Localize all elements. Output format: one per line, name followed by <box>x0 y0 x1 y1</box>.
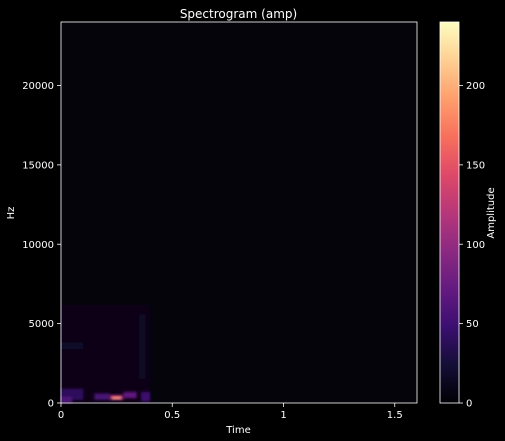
heatmap-cell <box>61 342 84 350</box>
x-tick-label: 1 <box>280 410 286 421</box>
heatmap-cell <box>61 304 150 403</box>
colorbar-tick-label: 200 <box>466 81 485 92</box>
heatmap-cell <box>61 396 73 403</box>
heatmap-cell <box>138 314 146 380</box>
heatmap-cells <box>61 304 150 403</box>
heatmap-cell <box>94 393 110 400</box>
colorbar-tick-label: 50 <box>466 319 479 330</box>
plot-frame <box>60 21 418 404</box>
heatmap-cell <box>112 396 122 400</box>
x-tick-label: 0.5 <box>164 410 180 421</box>
y-axis-label: Hz <box>6 207 17 220</box>
y-tick-label: 10000 <box>22 240 54 251</box>
heatmap-cell <box>141 391 150 402</box>
x-tick-label: 0 <box>58 410 64 421</box>
chart-title: Spectrogram (amp) <box>180 7 297 21</box>
colorbar-tick-label: 150 <box>466 160 485 171</box>
colorbar <box>439 21 460 404</box>
x-tick-label: 1.5 <box>387 410 403 421</box>
y-tick-label: 0 <box>48 399 54 410</box>
y-axis: 0 5000 10000 15000 20000 <box>22 81 61 410</box>
x-axis: 0 0.5 1 1.5 <box>58 403 403 421</box>
heatmap-cell <box>123 391 137 399</box>
colorbar-tick-label: 100 <box>466 240 485 251</box>
y-tick-label: 20000 <box>22 81 54 92</box>
heatmap-cell <box>61 388 84 400</box>
colorbar-tick-label: 0 <box>466 399 472 410</box>
y-tick-label: 5000 <box>29 319 54 330</box>
y-tick-label: 15000 <box>22 160 54 171</box>
colorbar-label: Amplitude <box>486 187 497 238</box>
x-axis-label: Time <box>225 425 250 436</box>
colorbar-axis: 0 50 100 150 200 <box>459 81 485 410</box>
